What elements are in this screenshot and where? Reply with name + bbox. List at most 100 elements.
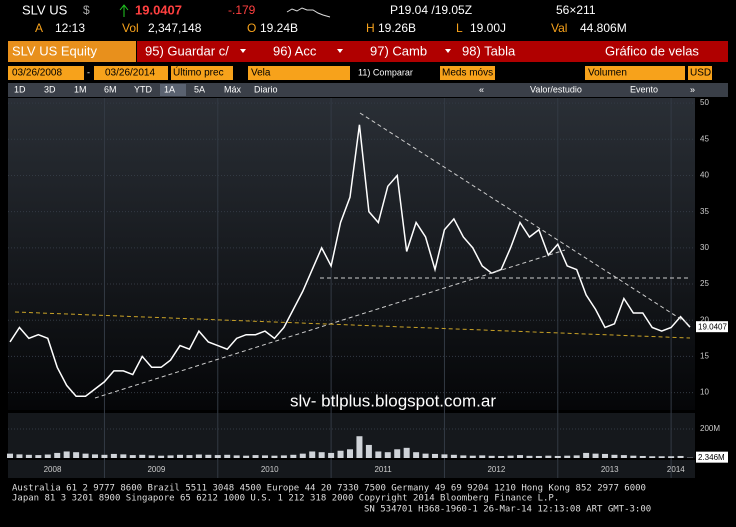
security[interactable]: SLV US Equity xyxy=(12,43,98,58)
volume-bar xyxy=(224,454,231,458)
size: 56×211 xyxy=(556,3,596,17)
volume-bar xyxy=(394,449,401,458)
x-tick-label: 2008 xyxy=(44,465,62,474)
volume-bar xyxy=(177,454,183,458)
ma-box[interactable] xyxy=(440,66,495,80)
open-label: O xyxy=(247,21,256,35)
tab[interactable]: 3D xyxy=(44,84,56,94)
currency-field[interactable]: USD xyxy=(690,68,711,79)
security-box[interactable] xyxy=(8,41,136,62)
y-tick-label: 25 xyxy=(700,279,709,288)
moving-avg[interactable]: Meds móvs xyxy=(442,68,493,79)
vol-label: Vol xyxy=(122,21,139,35)
volume-bar xyxy=(7,453,13,458)
y-tick-label: 50 xyxy=(700,98,709,107)
volume-bar xyxy=(668,456,675,458)
volume-bar xyxy=(432,453,438,458)
volume-bar xyxy=(554,455,561,458)
back[interactable]: « xyxy=(479,84,484,94)
trend-line xyxy=(359,112,691,326)
tab[interactable]: 5A xyxy=(194,84,205,94)
study[interactable]: Valor/estudio xyxy=(530,84,582,94)
time: 12:13 xyxy=(55,21,85,35)
volume-bar xyxy=(63,451,70,458)
y-tick-label: 35 xyxy=(700,207,709,216)
volume-bar xyxy=(611,454,618,458)
volume-bar xyxy=(299,453,306,458)
volume-bar xyxy=(186,455,193,458)
volume-bar xyxy=(129,455,136,458)
volume-box[interactable] xyxy=(585,66,685,80)
volume-bar xyxy=(271,455,278,458)
volume-bar xyxy=(365,444,372,458)
toolbar-button[interactable]: 95) Guardar c/ xyxy=(145,43,229,58)
volume-bar xyxy=(280,455,287,458)
price-line xyxy=(9,124,691,397)
high-label: H xyxy=(366,21,375,35)
volume-bar xyxy=(214,455,221,458)
volume-bar xyxy=(620,455,627,458)
toolbar-button[interactable]: 97) Camb xyxy=(370,43,427,58)
style-box[interactable] xyxy=(248,66,350,80)
volume-bar xyxy=(403,447,410,458)
tab[interactable]: 1M xyxy=(74,84,87,94)
volume-bar xyxy=(233,455,240,458)
volume-bar xyxy=(375,451,382,458)
volume-bar xyxy=(110,453,117,458)
tab[interactable]: 1A xyxy=(164,84,175,94)
field-box[interactable] xyxy=(171,66,233,80)
dropdown-arrow[interactable] xyxy=(240,49,246,53)
volume-bar xyxy=(658,456,665,458)
vol: 2,347,148 xyxy=(148,21,202,35)
end-date[interactable]: 03/26/2014 xyxy=(105,68,155,79)
y-tick-label: 15 xyxy=(700,352,709,361)
volume-bar xyxy=(564,455,571,458)
x-tick-label: 2009 xyxy=(147,465,165,474)
volume-bar xyxy=(328,452,335,458)
last-volume-box xyxy=(696,451,728,463)
volume-bar xyxy=(73,452,80,458)
toolbar-button[interactable]: 98) Tabla xyxy=(462,43,516,58)
volume-bar xyxy=(16,454,23,458)
currency: $ xyxy=(83,3,90,17)
start-box[interactable] xyxy=(8,66,84,80)
tab[interactable]: 1D xyxy=(14,84,26,94)
field[interactable]: Último prec xyxy=(173,66,224,79)
up-arrow xyxy=(119,4,129,17)
volume-bar xyxy=(44,454,51,458)
dropdown-arrow[interactable] xyxy=(445,49,451,53)
volume-bar xyxy=(583,452,590,458)
volume-bar xyxy=(517,455,523,458)
chart-name: Gráfico de velas xyxy=(605,43,699,58)
volume-bar xyxy=(101,454,108,458)
tab[interactable]: 6M xyxy=(104,84,117,94)
start-date[interactable]: 03/26/2008 xyxy=(12,68,62,79)
val-label: Val xyxy=(551,21,567,35)
low-label: L xyxy=(456,21,463,35)
end-box[interactable] xyxy=(94,66,168,80)
active-tab[interactable] xyxy=(160,84,186,96)
forward[interactable]: » xyxy=(690,84,695,94)
compare[interactable]: 11) Comparar xyxy=(358,67,413,77)
currency-box[interactable] xyxy=(688,66,712,80)
tab[interactable]: Diario xyxy=(254,84,278,94)
event[interactable]: Evento xyxy=(630,84,658,94)
volume-field[interactable]: Volumen xyxy=(588,68,627,79)
dropdown-arrow[interactable] xyxy=(337,49,343,53)
volume-tick-label: 200M xyxy=(700,424,720,433)
volume-bar xyxy=(488,455,495,458)
ticker: SLV US xyxy=(22,2,68,17)
style[interactable]: Vela xyxy=(251,68,271,79)
toolbar-button[interactable]: 96) Acc xyxy=(273,43,317,58)
volume-bar xyxy=(25,454,32,458)
volume-bar xyxy=(356,436,363,458)
low: 19.00J xyxy=(470,21,506,35)
volume-bar xyxy=(479,455,486,458)
tab[interactable]: Máx xyxy=(224,84,242,94)
volume-bar xyxy=(158,455,165,458)
date-sep: - xyxy=(87,67,90,77)
volume-bar xyxy=(195,454,202,458)
tab[interactable]: YTD xyxy=(134,84,153,94)
volume-bar xyxy=(120,454,127,458)
volume-bar xyxy=(677,455,684,458)
